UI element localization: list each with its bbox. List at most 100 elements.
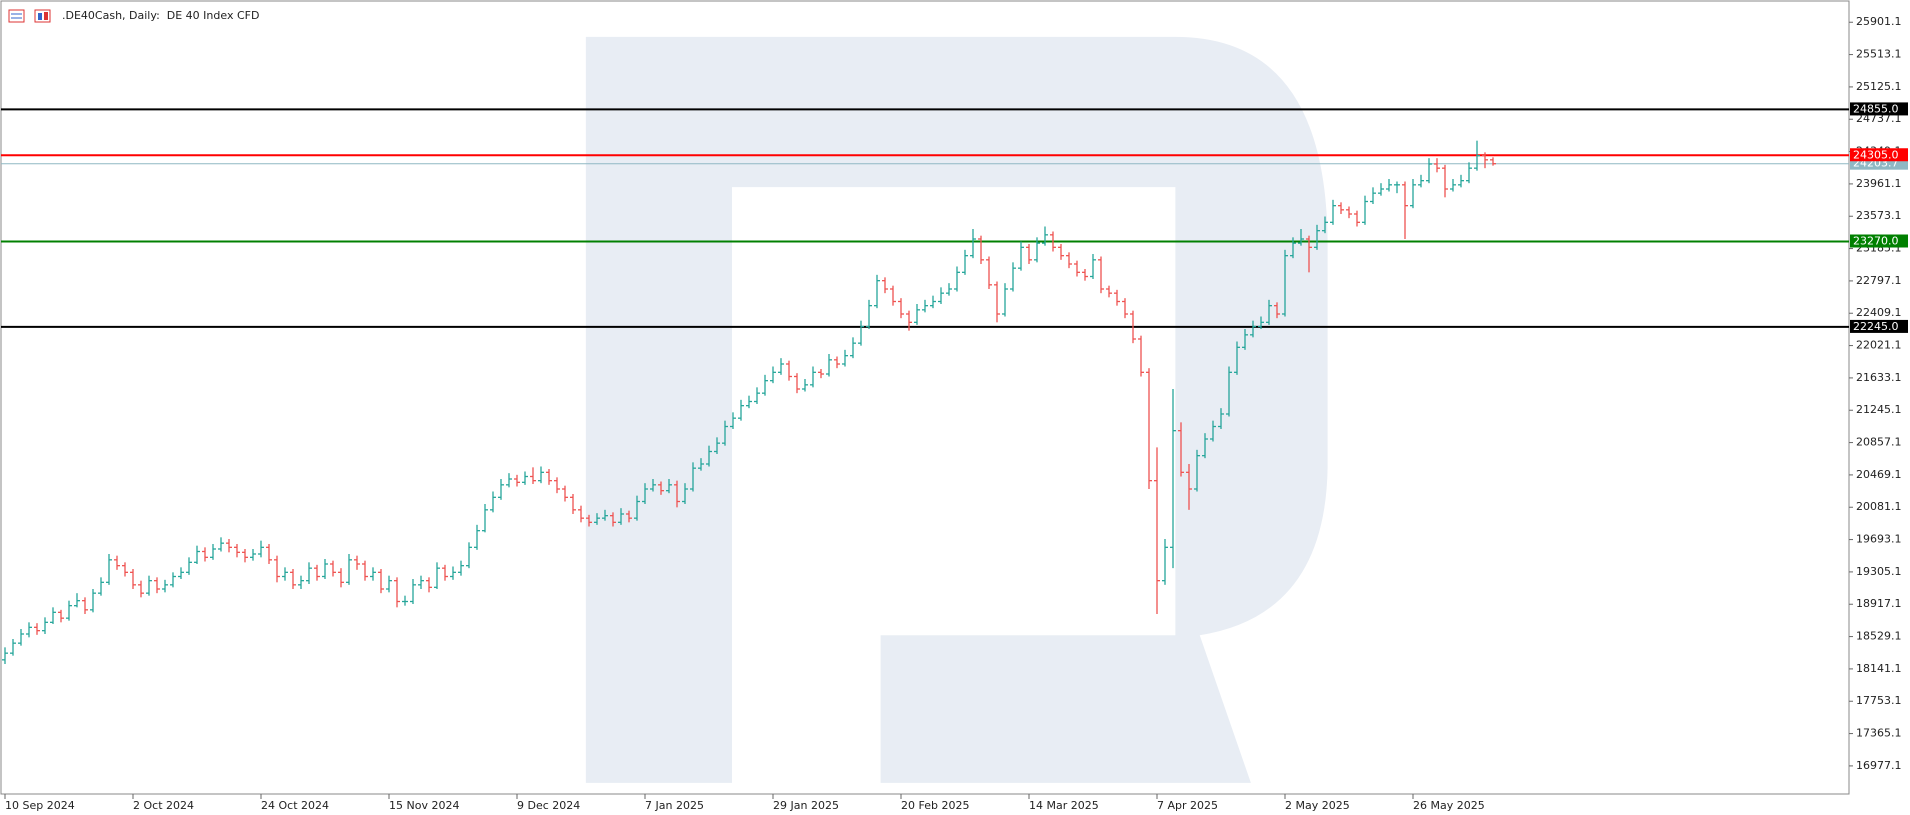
- ohlc-bar: [666, 479, 672, 494]
- ohlc-bar: [890, 285, 896, 306]
- ohlc-bar: [418, 575, 424, 589]
- ohlc-bar: [306, 562, 312, 584]
- ohlc-bar: [154, 577, 160, 594]
- ohlc-bar: [866, 299, 872, 329]
- ohlc-bar: [1482, 152, 1488, 169]
- y-tick-label: 18141.1: [1856, 662, 1902, 675]
- ohlc-bar: [338, 568, 344, 588]
- ohlc-bar: [1434, 158, 1440, 173]
- ohlc-bar: [1162, 539, 1168, 585]
- y-tick-label: 22797.1: [1856, 274, 1902, 287]
- ohlc-bar: [50, 607, 56, 624]
- ohlc-bar: [1082, 269, 1088, 281]
- ohlc-bar: [202, 547, 208, 562]
- ohlc-bar: [402, 595, 408, 606]
- y-tick-label: 16977.1: [1856, 759, 1902, 772]
- ohlc-bar: [650, 479, 656, 492]
- y-tick-label: 19305.1: [1856, 565, 1902, 578]
- ohlc-bar: [1090, 254, 1096, 279]
- ohlc-bar: [978, 235, 984, 264]
- icon: [8, 9, 25, 23]
- ohlc-bar: [290, 569, 296, 589]
- ohlc-bar: [722, 420, 728, 446]
- y-tick-label: 18529.1: [1856, 630, 1902, 643]
- level-label: 24855.0: [1853, 102, 1899, 115]
- ohlc-bar: [1290, 237, 1296, 259]
- ohlc-bar: [570, 494, 576, 514]
- ohlc-bar: [1458, 174, 1464, 188]
- ohlc-bar: [602, 509, 608, 521]
- ohlc-bar: [578, 505, 584, 523]
- watermark: [585, 36, 1328, 783]
- y-tick-label: 20469.1: [1856, 468, 1902, 481]
- x-tick-label: 2 May 2025: [1285, 799, 1350, 812]
- ohlc-bar: [1202, 433, 1208, 459]
- ohlc-bar: [882, 277, 888, 294]
- ohlc-bar: [834, 356, 840, 369]
- ohlc-bar: [1130, 310, 1136, 344]
- ohlc-bar: [1258, 316, 1264, 329]
- icon-bar: [38, 13, 42, 20]
- ohlc-bar: [530, 467, 536, 484]
- ohlc-bar: [1114, 289, 1120, 306]
- ohlc-bar: [242, 549, 248, 563]
- ohlc-bar: [482, 504, 488, 533]
- ohlc-bar: [474, 524, 480, 550]
- ohlc-bar: [1466, 162, 1472, 184]
- ohlc-bar: [34, 623, 40, 635]
- ohlc-bar: [450, 566, 456, 580]
- ohlc-bar: [586, 514, 592, 527]
- y-tick-label: 24737.1: [1856, 112, 1902, 125]
- ohlc-bar: [434, 562, 440, 589]
- ohlc-bar: [970, 229, 976, 259]
- ohlc-bar: [674, 480, 680, 508]
- y-tick-label: 21633.1: [1856, 371, 1902, 384]
- x-tick-label: 14 Mar 2025: [1029, 799, 1099, 812]
- x-tick-label: 29 Jan 2025: [773, 799, 839, 812]
- y-tick-label: 23961.1: [1856, 177, 1902, 190]
- ohlc-bar: [1314, 224, 1320, 250]
- ohlc-bar: [770, 366, 776, 384]
- y-tick-label: 19693.1: [1856, 533, 1902, 546]
- ohlc-bar: [1226, 366, 1232, 417]
- ohlc-bar: [1146, 368, 1152, 489]
- ohlc-bar: [1154, 447, 1160, 614]
- ohlc-bar: [394, 577, 400, 608]
- ohlc-bar: [746, 395, 752, 409]
- ohlc-bar: [1346, 206, 1352, 219]
- ohlc-bar: [554, 477, 560, 494]
- ohlc-bar: [690, 462, 696, 492]
- x-tick-label: 10 Sep 2024: [5, 799, 75, 812]
- ohlc-bar: [250, 549, 256, 561]
- ohlc-bar: [378, 569, 384, 594]
- x-tick-label: 2 Oct 2024: [133, 799, 194, 812]
- ohlc-bar: [506, 473, 512, 488]
- ohlc-bar: [1098, 256, 1104, 294]
- ohlc-bar: [682, 483, 688, 504]
- level-box: [1850, 102, 1908, 116]
- ohlc-bar: [1058, 244, 1064, 260]
- ohlc-bar: [1362, 195, 1368, 225]
- ohlc-bar: [490, 491, 496, 513]
- ohlc-bar: [794, 373, 800, 394]
- x-tick-label: 7 Jan 2025: [645, 799, 704, 812]
- ohlc-bar: [298, 575, 304, 589]
- ohlc-bar: [1034, 237, 1040, 263]
- y-tick-label: 22021.1: [1856, 339, 1902, 352]
- ohlc-bar: [706, 445, 712, 467]
- ohlc-bar: [146, 575, 152, 596]
- ohlc-bar: [106, 554, 112, 585]
- ohlc-bar: [962, 249, 968, 275]
- ohlc-bar: [1234, 341, 1240, 375]
- ohlc-bar: [194, 545, 200, 564]
- ohlc-bar: [858, 320, 864, 346]
- ohlc-bar: [1306, 235, 1312, 273]
- ohlc-bar: [698, 458, 704, 471]
- ohlc-bar: [714, 437, 720, 454]
- ohlc-bar: [1194, 449, 1200, 492]
- ohlc-bar: [850, 337, 856, 359]
- ohlc-bar: [138, 580, 144, 598]
- ohlc-bar: [546, 469, 552, 485]
- ohlc-bar: [810, 366, 816, 388]
- ohlc-bar: [1474, 140, 1480, 171]
